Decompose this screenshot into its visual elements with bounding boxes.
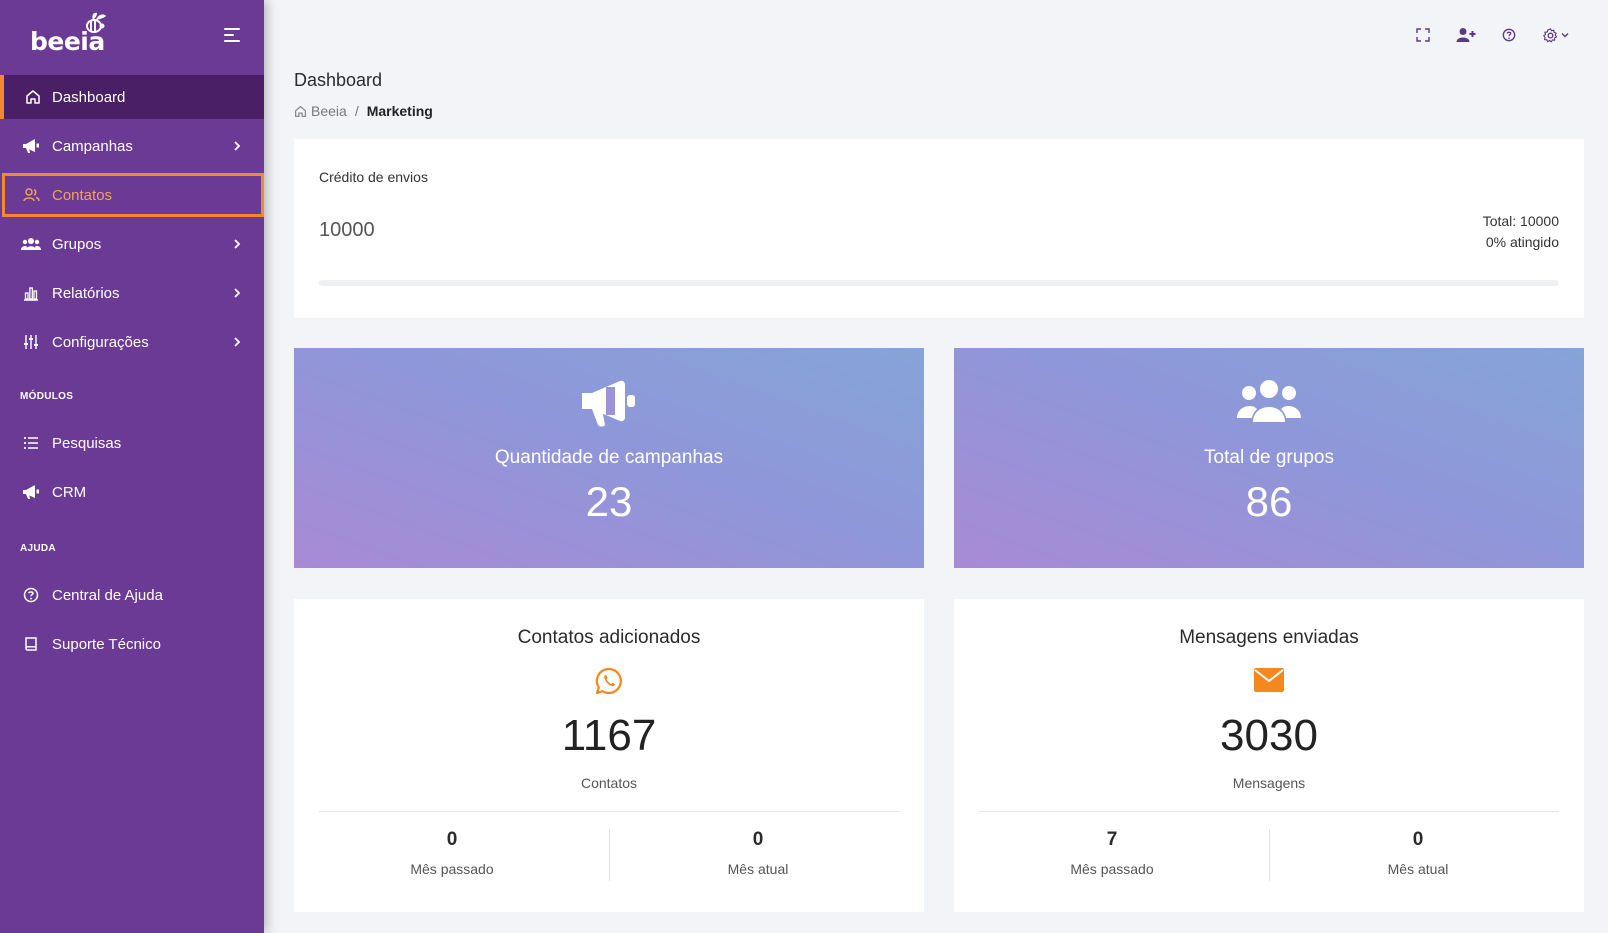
brand-logo[interactable]: beeia <box>30 12 106 56</box>
sidebar: beeia Dashboard Campanhas Contatos <box>0 0 264 933</box>
add-user-icon[interactable] <box>1455 24 1477 46</box>
section-title-modulos: MÓDULOS <box>20 391 74 402</box>
brand-name: beeia <box>30 27 105 56</box>
sidebar-item-crm[interactable]: CRM <box>0 470 264 514</box>
contacts-this-month: 0 Mês atual <box>608 829 908 877</box>
list-icon <box>21 433 41 453</box>
sidebar-item-pesquisas[interactable]: Pesquisas <box>0 421 264 465</box>
messages-this-month: 0 Mês atual <box>1268 829 1568 877</box>
sidebar-item-label: Campanhas <box>52 137 133 155</box>
megaphone-icon <box>294 378 924 428</box>
envelope-icon <box>954 667 1584 693</box>
breadcrumb-separator: / <box>354 103 359 119</box>
gear-icon <box>1542 27 1557 42</box>
messages-last-month: 7 Mês passado <box>962 829 1262 877</box>
credit-value: 10000 <box>319 219 375 241</box>
credit-progress-bar <box>319 280 1559 286</box>
sidebar-item-label: Central de Ajuda <box>52 586 163 604</box>
sidebar-item-relatorios[interactable]: Relatórios <box>0 271 264 315</box>
users-icon <box>22 185 42 205</box>
chevron-right-icon <box>234 239 241 249</box>
sidebar-item-configuracoes[interactable]: Configurações <box>0 320 264 364</box>
help-circle-icon <box>21 585 41 605</box>
divider <box>979 811 1559 812</box>
groups-value: 86 <box>1245 478 1293 525</box>
contacts-last-month: 0 Mês passado <box>302 829 602 877</box>
campaigns-label: Quantidade de campanhas <box>494 447 724 468</box>
sidebar-item-campanhas[interactable]: Campanhas <box>0 124 264 168</box>
fullscreen-icon[interactable] <box>1412 24 1434 46</box>
contacts-last-month-value: 0 <box>446 829 458 850</box>
messages-this-month-label: Mês atual <box>1387 861 1449 877</box>
group-icon <box>21 234 41 254</box>
sidebar-item-label: Dashboard <box>52 88 126 106</box>
groups-label: Total de grupos <box>1204 447 1334 468</box>
contacts-this-month-label: Mês atual <box>727 861 789 877</box>
breadcrumb-current: Marketing <box>366 103 433 119</box>
contacts-last-month-label: Mês passado <box>410 861 494 877</box>
sidebar-item-contatos[interactable]: Contatos <box>2 173 264 217</box>
sidebar-item-label: CRM <box>52 483 87 501</box>
contacts-unit: Contatos <box>580 775 638 791</box>
breadcrumb-home[interactable]: Beeia <box>294 103 347 119</box>
sidebar-item-label: Suporte Técnico <box>52 635 161 653</box>
sidebar-item-central-de-ajuda[interactable]: Central de Ajuda <box>0 573 264 617</box>
messages-this-month-value: 0 <box>1412 829 1424 850</box>
contacts-title: Contatos adicionados <box>517 627 701 648</box>
chevron-down-icon <box>1561 33 1568 38</box>
sidebar-item-label: Configurações <box>52 333 149 351</box>
messages-unit: Mensagens <box>1232 775 1306 791</box>
sidebar-item-dashboard[interactable]: Dashboard <box>0 75 264 119</box>
messages-last-month-value: 7 <box>1106 829 1118 850</box>
contacts-value: 1167 <box>561 711 657 760</box>
contacts-stat-card: Contatos adicionados 1167 Contatos 0 Mês… <box>294 599 924 912</box>
messages-title: Mensagens enviadas <box>1179 627 1359 648</box>
groups-card[interactable]: Total de grupos 86 <box>954 348 1584 568</box>
vertical-divider <box>609 829 610 881</box>
sidebar-item-grupos[interactable]: Grupos <box>0 222 264 266</box>
messages-stat-card: Mensagens enviadas 3030 Mensagens 7 Mês … <box>954 599 1584 912</box>
chevron-right-icon <box>234 141 241 151</box>
help-icon[interactable] <box>1498 24 1520 46</box>
messages-last-month-label: Mês passado <box>1070 861 1154 877</box>
contacts-this-month-value: 0 <box>752 829 764 850</box>
home-icon <box>23 87 43 107</box>
sidebar-item-label: Relatórios <box>52 284 120 302</box>
megaphone-icon <box>21 136 41 156</box>
home-icon <box>295 105 306 117</box>
menu-toggle-button[interactable] <box>224 27 244 43</box>
divider <box>319 811 899 812</box>
group-icon <box>954 378 1584 424</box>
sidebar-item-suporte-tecnico[interactable]: Suporte Técnico <box>0 622 264 666</box>
credit-reached-label: 0% atingido <box>1485 234 1559 250</box>
breadcrumb-home-label: Beeia <box>311 103 347 119</box>
megaphone-icon <box>21 482 41 502</box>
breadcrumb: Beeia / Marketing <box>294 103 433 119</box>
settings-menu-button[interactable] <box>1540 24 1572 46</box>
sliders-icon <box>21 332 41 352</box>
campaigns-value: 23 <box>585 478 633 525</box>
section-title-ajuda: AJUDA <box>20 543 56 554</box>
whatsapp-icon <box>294 667 924 695</box>
credit-total: Total: 10000 0% atingido <box>1483 211 1559 253</box>
bar-chart-icon <box>21 283 41 303</box>
vertical-divider <box>1269 829 1270 881</box>
chevron-right-icon <box>234 288 241 298</box>
chevron-right-icon <box>234 337 241 347</box>
bee-logo-icon <box>86 12 106 33</box>
credit-card: Crédito de envios 10000 Total: 10000 0% … <box>294 139 1584 318</box>
credit-total-label: Total: 10000 <box>1482 213 1559 229</box>
book-icon <box>21 634 41 654</box>
campaigns-card[interactable]: Quantidade de campanhas 23 <box>294 348 924 568</box>
sidebar-item-label: Grupos <box>52 235 102 253</box>
sidebar-item-label: Pesquisas <box>52 434 122 452</box>
credit-title: Crédito de envios <box>319 169 428 185</box>
sidebar-item-label: Contatos <box>52 186 113 204</box>
messages-value: 3030 <box>1220 711 1318 760</box>
page-title: Dashboard <box>294 70 383 90</box>
